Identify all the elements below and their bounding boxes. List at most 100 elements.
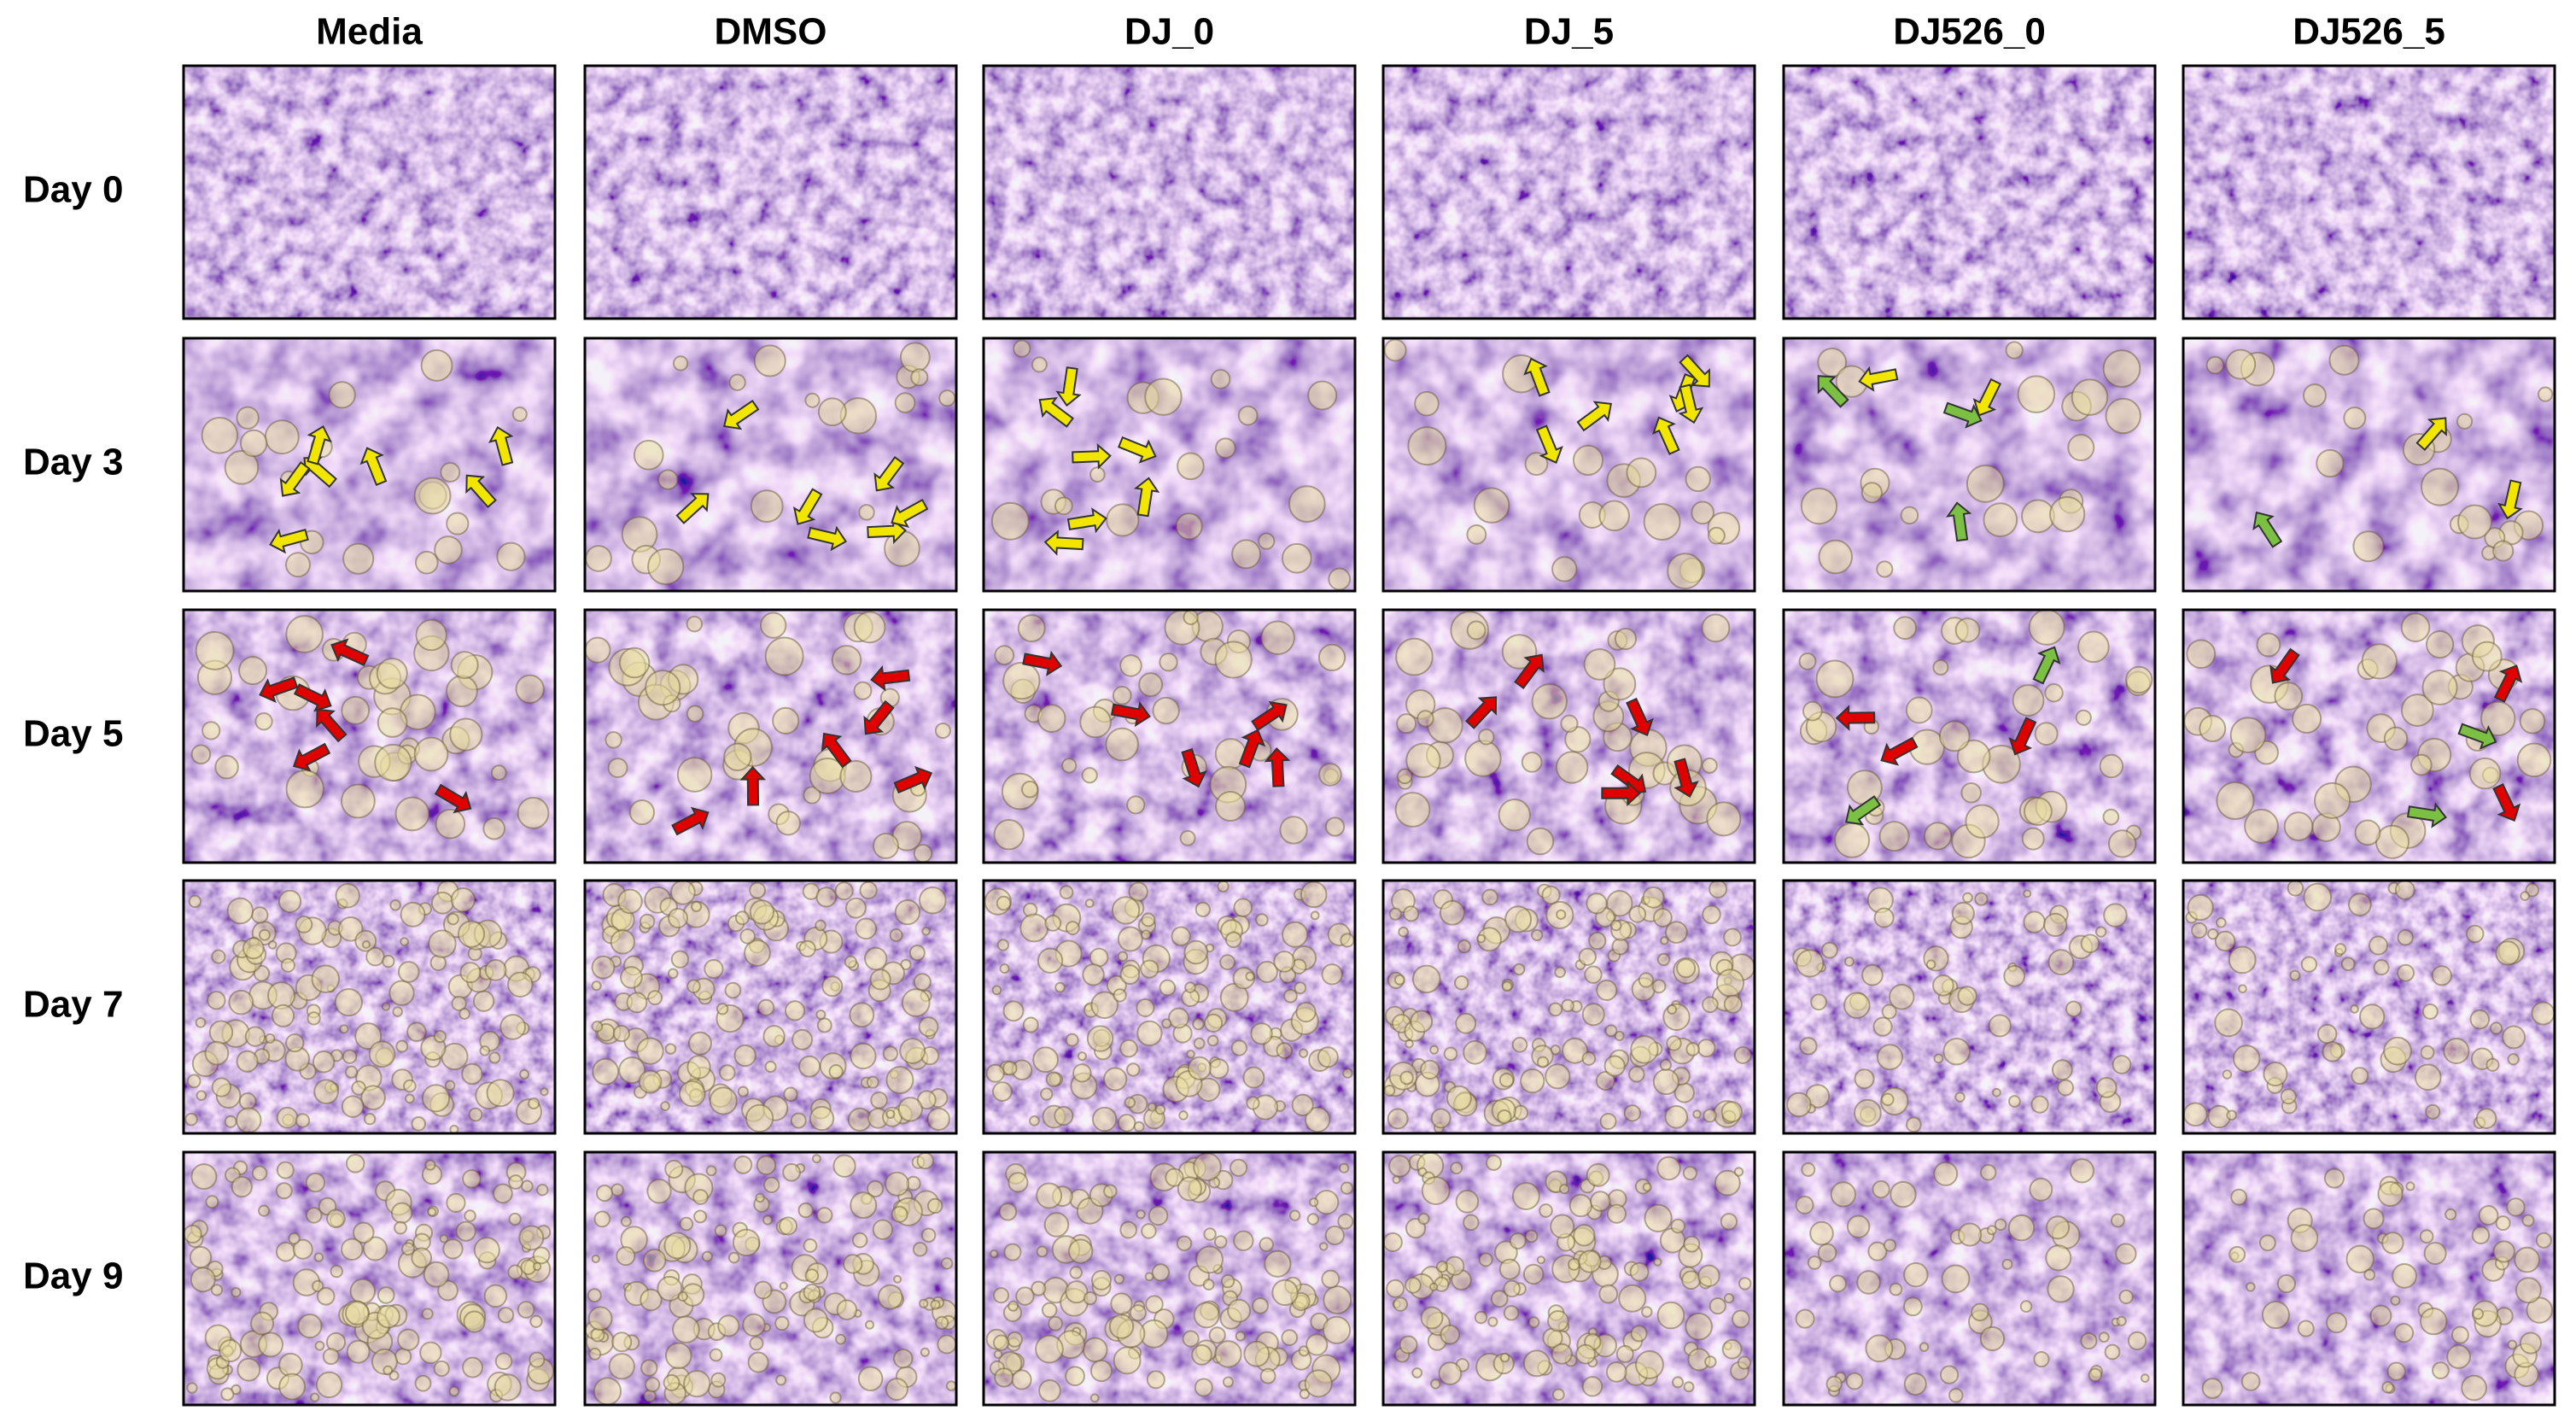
- arrow: [1043, 530, 1084, 556]
- arrow: [2497, 479, 2523, 520]
- arrow: [1072, 443, 1112, 470]
- arrow: [293, 683, 332, 712]
- micrograph: [583, 608, 958, 864]
- panel-border: [182, 64, 557, 320]
- panel-border: [2182, 1150, 2556, 1407]
- arrow: [722, 399, 760, 430]
- micrograph: [982, 1150, 1357, 1407]
- panel-border: [2182, 64, 2556, 320]
- arrow: [2406, 802, 2447, 828]
- micrograph: [982, 64, 1357, 320]
- panel-border: [1782, 608, 2157, 864]
- panel-border: [982, 64, 1357, 320]
- column-header: Media: [316, 11, 423, 53]
- panel-border: [583, 1150, 958, 1407]
- panel-border: [1381, 608, 1756, 864]
- row-label: Day 0: [23, 169, 123, 211]
- arrow: [1251, 700, 1288, 732]
- arrow: [1678, 383, 1704, 424]
- arrow: [316, 708, 348, 743]
- micrograph: [1782, 608, 2157, 864]
- micrograph: [182, 64, 557, 320]
- column-header: DJ526_5: [2293, 11, 2445, 53]
- panel-border: [583, 608, 958, 864]
- micrograph: [1381, 879, 1756, 1135]
- arrow: [1465, 696, 1498, 729]
- arrow: [867, 518, 907, 545]
- micrograph: [2182, 1150, 2556, 1407]
- micrograph: [1381, 1150, 1756, 1407]
- row-label: Day 9: [23, 1255, 123, 1297]
- micrograph: [1381, 608, 1756, 864]
- arrow: [2492, 783, 2521, 822]
- arrow: [2269, 647, 2300, 684]
- panel-border: [1782, 337, 2157, 593]
- arrow: [307, 425, 332, 465]
- arrow: [1022, 650, 1063, 676]
- arrow: [792, 488, 823, 525]
- panel-border: [1381, 879, 1756, 1135]
- panel-border: [583, 879, 958, 1135]
- panel-border: [182, 337, 557, 593]
- arrow: [863, 699, 895, 735]
- micrograph: [1381, 337, 1756, 593]
- arrow: [279, 461, 311, 497]
- column-header: DJ_5: [1524, 11, 1614, 53]
- arrow: [2032, 646, 2061, 685]
- micrograph: [182, 337, 557, 593]
- arrow: [292, 742, 331, 772]
- micrograph: [982, 337, 1357, 593]
- arrow: [873, 456, 905, 492]
- panel-border: [982, 608, 1357, 864]
- arrow: [1946, 501, 1972, 542]
- arrow: [1523, 357, 1551, 397]
- arrow: [891, 498, 929, 528]
- micrograph: [1782, 1150, 2157, 1407]
- arrow: [1576, 401, 1613, 432]
- panel-border: [182, 608, 557, 864]
- arrow: [330, 638, 370, 667]
- arrow: [1535, 424, 1563, 465]
- micrograph: [982, 608, 1357, 864]
- arrow: [1844, 795, 1882, 826]
- micrograph: [2182, 337, 2556, 593]
- arrow: [259, 676, 299, 704]
- micrograph: [583, 337, 958, 593]
- arrow: [671, 806, 710, 836]
- arrow: [1679, 354, 1710, 388]
- arrow: [1674, 758, 1699, 799]
- micrograph: [2182, 64, 2556, 320]
- arrow: [1110, 701, 1151, 728]
- panel-border: [1381, 337, 1756, 593]
- arrow: [2415, 417, 2447, 451]
- panel-border: [982, 337, 1357, 593]
- arrow: [1117, 436, 1157, 464]
- micrograph: [1381, 64, 1756, 320]
- arrow: [1652, 416, 1680, 455]
- column-header: DJ526_0: [1893, 11, 2046, 53]
- arrow: [2493, 664, 2523, 703]
- column-header: DMSO: [715, 11, 827, 53]
- micrograph: [2182, 608, 2556, 864]
- arrow: [1264, 747, 1291, 787]
- arrow: [269, 528, 309, 554]
- arrow: [807, 525, 848, 552]
- row-label: Day 3: [23, 442, 123, 483]
- arrow: [1972, 377, 2002, 417]
- arrow: [488, 426, 514, 466]
- arrow: [1066, 507, 1107, 534]
- panel-border: [1782, 879, 2157, 1135]
- arrow: [2008, 717, 2037, 756]
- arrow: [1880, 736, 1919, 766]
- micrograph: [182, 1150, 557, 1407]
- arrow: [359, 447, 388, 487]
- micrograph: [583, 64, 958, 320]
- micrograph: [2182, 879, 2556, 1135]
- arrow: [2252, 511, 2283, 548]
- panel-border: [2182, 337, 2556, 593]
- panel-border: [1782, 1150, 2157, 1407]
- arrow: [821, 732, 852, 769]
- arrow: [1133, 477, 1160, 518]
